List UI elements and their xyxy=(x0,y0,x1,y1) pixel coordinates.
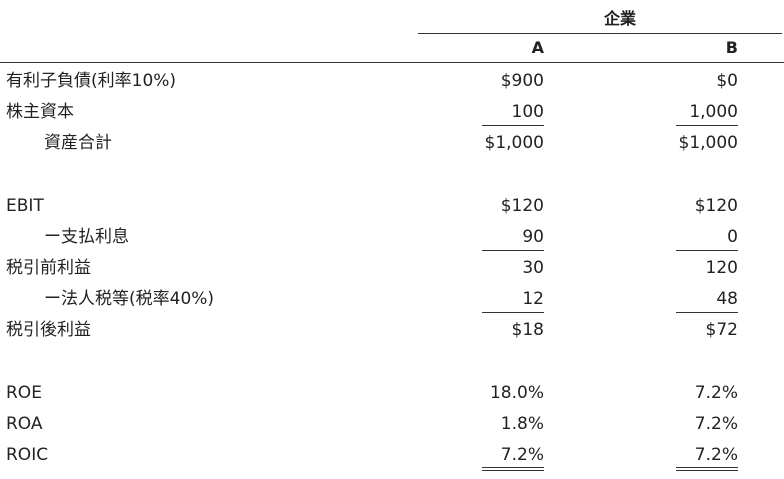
cell-a-income-tax: 12 xyxy=(522,289,544,309)
cell-a-debt: $900 xyxy=(500,71,544,91)
row-label-interest-expense: ー支払利息 xyxy=(44,227,129,247)
tax-underline-b xyxy=(676,312,738,313)
row-label-interest-bearing-debt: 有利子負債(利率10%) xyxy=(6,71,177,91)
cell-a-total-assets: $1,000 xyxy=(484,133,544,153)
cell-b-debt: $0 xyxy=(716,71,738,91)
header-rule xyxy=(418,33,782,34)
row-label-pretax-income: 税引前利益 xyxy=(6,258,91,278)
row-label-income-tax: ー法人税等(税率40%) xyxy=(44,289,215,309)
cell-b-pretax-income: 120 xyxy=(705,258,738,278)
interest-underline-b xyxy=(676,250,738,251)
interest-underline-a xyxy=(482,250,544,251)
cell-a-interest-expense: 90 xyxy=(522,227,544,247)
cell-a-pretax-income: 30 xyxy=(522,258,544,278)
cell-b-equity: 1,000 xyxy=(689,102,738,122)
cell-b-income-tax: 48 xyxy=(716,289,738,309)
cell-b-interest-expense: 0 xyxy=(727,227,738,247)
tax-underline-a xyxy=(482,312,544,313)
cell-b-roe: 7.2% xyxy=(694,383,738,403)
cell-a-equity: 100 xyxy=(511,102,544,122)
row-label-roe: ROE xyxy=(6,383,42,403)
subtotal-underline-b xyxy=(676,125,738,126)
cell-a-roic: 7.2% xyxy=(500,445,544,465)
cell-b-roa: 7.2% xyxy=(694,414,738,434)
row-label-ebit: EBIT xyxy=(6,196,44,216)
company-group-header: 企業 xyxy=(603,9,636,28)
top-rule xyxy=(0,62,784,63)
row-label-equity: 株主資本 xyxy=(6,102,74,122)
subtotal-underline-a xyxy=(482,125,544,126)
column-header-b: B xyxy=(725,38,738,57)
column-header-a: A xyxy=(531,38,544,57)
double-underline-a-2 xyxy=(482,470,544,471)
row-label-roa: ROA xyxy=(6,414,43,434)
row-label-net-income: 税引後利益 xyxy=(6,320,91,340)
row-label-total-assets: 資産合計 xyxy=(44,133,112,153)
cell-b-total-assets: $1,000 xyxy=(678,133,738,153)
cell-b-net-income: $72 xyxy=(705,320,738,340)
cell-a-roa: 1.8% xyxy=(500,414,544,434)
double-underline-a-1 xyxy=(482,467,544,468)
double-underline-b-2 xyxy=(676,470,738,471)
row-label-roic: ROIC xyxy=(6,445,49,465)
double-underline-b-1 xyxy=(676,467,738,468)
cell-a-net-income: $18 xyxy=(511,320,544,340)
cell-b-ebit: $120 xyxy=(694,196,738,216)
cell-a-roe: 18.0% xyxy=(489,383,544,403)
cell-a-ebit: $120 xyxy=(500,196,544,216)
cell-b-roic: 7.2% xyxy=(694,445,738,465)
